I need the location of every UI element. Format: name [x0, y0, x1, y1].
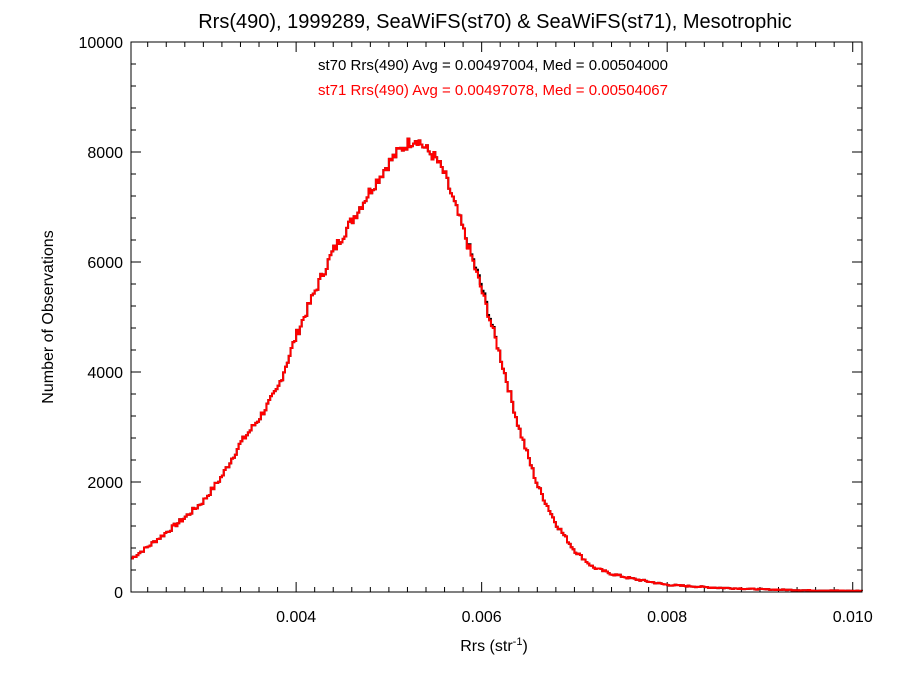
chart-title: Rrs(490), 1999289, SeaWiFS(st70) & SeaWi…	[198, 11, 792, 33]
x-tick-label: 0.004	[276, 609, 316, 626]
y-tick-label: 6000	[87, 255, 123, 272]
x-axis-label-close: )	[522, 638, 527, 655]
annotation-st70: st70 Rrs(490) Avg = 0.00497004, Med = 0.…	[318, 57, 668, 74]
y-tick-label: 8000	[87, 145, 123, 162]
x-tick-label: 0.008	[647, 609, 687, 626]
y-tick-label: 10000	[79, 35, 124, 52]
y-tick-label: 2000	[87, 475, 123, 492]
x-axis-label: Rrs (str-1)	[460, 636, 528, 655]
x-tick-label: 0.006	[462, 609, 502, 626]
y-tick-label: 4000	[87, 365, 123, 382]
annotation-st71: st71 Rrs(490) Avg = 0.00497078, Med = 0.…	[318, 82, 668, 99]
x-tick-label: 0.010	[833, 609, 873, 626]
histogram-series-st70	[131, 137, 863, 593]
x-axis-label-main: Rrs (str	[460, 638, 513, 655]
y-axis-ticks: 0 2000 4000 6000 8000 10000	[79, 35, 862, 602]
x-axis-ticks: 0.004 0.006 0.008 0.010	[147, 42, 873, 626]
plot-frame	[130, 41, 863, 593]
histogram-series-st71	[131, 137, 863, 593]
y-axis-label: Number of Observations	[40, 230, 57, 403]
y-tick-label: 0	[114, 585, 123, 602]
x-axis-label-superscript: -1	[513, 636, 523, 648]
